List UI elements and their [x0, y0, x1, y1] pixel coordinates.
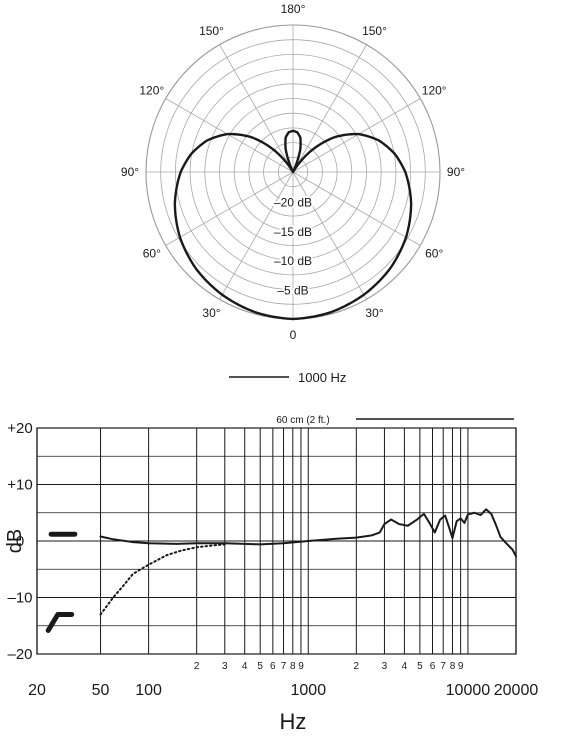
x-minor-tick-label: 5 — [417, 661, 423, 672]
y-tick-label: –10 — [7, 590, 32, 607]
x-minor-tick-label: 2 — [354, 661, 360, 672]
x-minor-tick-label: 5 — [257, 661, 263, 672]
x-minor-tick-label: 3 — [222, 661, 228, 672]
angle-label: 60° — [143, 247, 161, 261]
x-tick-label: 100 — [135, 682, 162, 699]
y-tick-label: 0 — [16, 533, 24, 550]
ring-label: –15 dB — [274, 225, 312, 239]
polar-series-1000hz — [173, 129, 413, 321]
ring-label: –10 dB — [274, 254, 312, 268]
x-minor-tick-label: 8 — [290, 661, 296, 672]
lowcut-switch-marker — [45, 612, 75, 633]
angle-label: 150° — [362, 24, 387, 38]
ring-label: –20 dB — [274, 195, 312, 209]
x-minor-tick-label: 2 — [194, 661, 200, 672]
x-minor-tick-label: 4 — [402, 661, 408, 672]
angle-label: 30° — [202, 306, 220, 320]
angle-label: 0 — [290, 328, 297, 342]
legend-label: 1000 Hz — [298, 370, 346, 385]
x-tick-label: 20000 — [494, 682, 539, 699]
polar-spoke — [219, 44, 294, 173]
y-axis-label: dB — [4, 529, 26, 553]
y-tick-label: +20 — [7, 420, 32, 437]
x-minor-tick-label: 9 — [298, 661, 304, 672]
x-minor-tick-label: 6 — [270, 661, 276, 672]
angle-label: 150° — [199, 24, 224, 38]
polar-spoke — [292, 44, 367, 173]
lowcut-response-curve — [99, 543, 226, 616]
polar-spoke — [165, 171, 294, 246]
angle-label: 180° — [281, 2, 306, 16]
x-tick-label: 50 — [92, 682, 110, 699]
x-minor-tick-label: 7 — [440, 661, 446, 672]
x-tick-label: 1000 — [291, 682, 327, 699]
angle-label: 90° — [447, 165, 465, 179]
angle-label: 60° — [425, 247, 443, 261]
x-minor-tick-label: 9 — [458, 661, 464, 672]
x-minor-tick-label: 6 — [430, 661, 436, 672]
y-tick-label: –20 — [7, 646, 32, 663]
plot-frame — [36, 427, 517, 655]
x-tick-label: 20 — [28, 682, 46, 699]
polar-spoke — [292, 171, 421, 246]
x-minor-tick-label: 3 — [382, 661, 388, 672]
polar-legend: 1000 Hz — [229, 370, 346, 385]
x-tick-label: 10000 — [446, 682, 491, 699]
angle-label: 90° — [121, 165, 139, 179]
ring-label: –5 dB — [277, 284, 308, 298]
x-minor-tick-label: 4 — [242, 661, 248, 672]
flat-response-curve — [99, 508, 517, 558]
distance-annotation-label: 60 cm (2 ft.) — [276, 415, 329, 426]
x-minor-tick-label: 7 — [281, 661, 287, 672]
angle-label: 30° — [365, 306, 383, 320]
x-axis-label: Hz — [280, 709, 307, 733]
x-minor-tick-label: 8 — [450, 661, 456, 672]
polar-spoke — [219, 171, 294, 300]
y-tick-label: +10 — [7, 477, 32, 494]
angle-label: 120° — [139, 84, 164, 98]
polar-spoke — [292, 171, 367, 300]
angle-label: 120° — [422, 84, 447, 98]
polar-pattern-chart: –20 dB –15 dB –10 dB –5 dB 0 30° 30° 60° 60° 90° 9… — [121, 2, 465, 342]
